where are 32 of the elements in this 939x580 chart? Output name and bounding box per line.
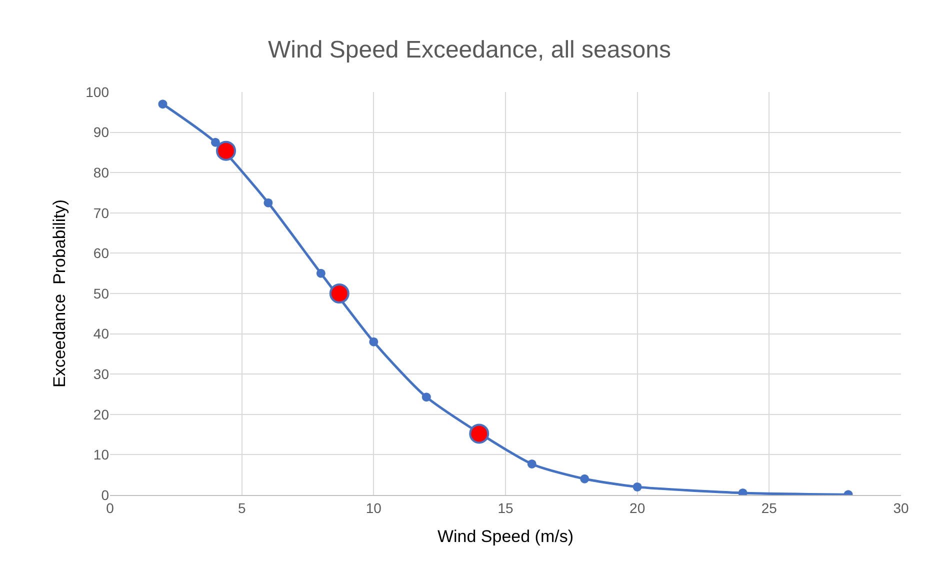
y-tick-label: 10 (93, 446, 110, 463)
point (216, 140, 236, 161)
point (527, 459, 536, 468)
x-tick-label: 25 (761, 500, 778, 516)
point (158, 100, 168, 109)
point (316, 268, 326, 278)
y-tick-label: 30 (93, 366, 110, 382)
x-tick-label: 30 (893, 500, 909, 516)
point (469, 424, 490, 444)
point (369, 337, 378, 346)
y-tick-label: 40 (93, 326, 110, 342)
y-tick-label: 90 (93, 124, 110, 140)
x-tick-label: 5 (238, 500, 246, 516)
point (580, 474, 590, 484)
x-axis-title: Wind Speed (m/s) (437, 527, 574, 546)
y-tick-label: 60 (93, 245, 110, 262)
point (329, 284, 350, 304)
x-tick-label: 10 (366, 500, 382, 516)
point (210, 138, 220, 147)
y-tick-label: 20 (93, 406, 110, 422)
y-tick-label: 100 (86, 84, 110, 100)
y-axis-title: Exceedance Probability) (50, 199, 70, 388)
point (422, 392, 431, 402)
y-tick-label: 50 (93, 285, 110, 302)
point (632, 482, 642, 492)
x-tick-label: 20 (630, 500, 646, 516)
y-tick-label: 70 (93, 204, 110, 221)
x-tick-label: 15 (498, 500, 514, 516)
y-tick-label: 80 (93, 164, 110, 180)
y-tick-label: 0 (101, 486, 110, 503)
chart-title: Wind Speed Exceedance, all seasons (268, 36, 671, 64)
point (264, 198, 273, 208)
